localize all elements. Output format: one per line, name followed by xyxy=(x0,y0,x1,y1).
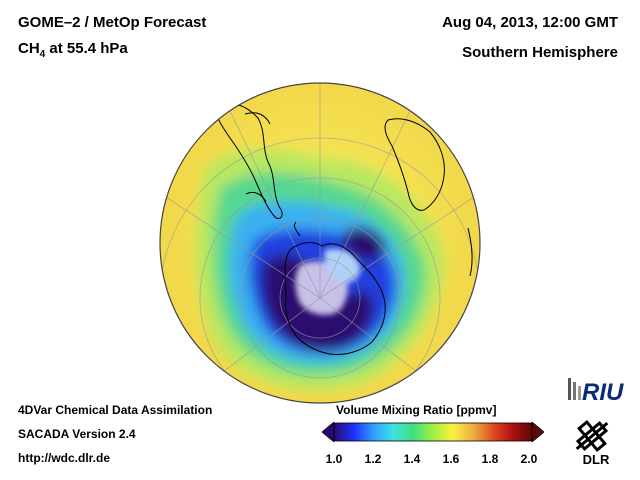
tick-label: 1.8 xyxy=(481,452,499,466)
version-label: SACADA Version 2.4 xyxy=(18,427,136,441)
assimilation-label: 4DVar Chemical Data Assimilation xyxy=(18,403,213,417)
tick-label: 1.2 xyxy=(364,452,382,466)
dlr-logo-text: DLR xyxy=(583,452,610,467)
tick-label: 1.0 xyxy=(325,452,343,466)
website-link[interactable]: http://wdc.dlr.de xyxy=(18,451,110,465)
species-title: CH4 at 55.4 hPa xyxy=(18,40,128,60)
product-title: GOME–2 / MetOp Forecast xyxy=(18,14,207,31)
dlr-logo: DLR xyxy=(575,419,610,467)
colorbar-low-arrow xyxy=(322,422,335,442)
tick-label: 1.6 xyxy=(442,452,460,466)
datetime-label: Aug 04, 2013, 12:00 GMT xyxy=(442,14,618,31)
graticule xyxy=(160,83,480,403)
pressure-level: at 55.4 hPa xyxy=(45,40,128,57)
tick-label: 1.4 xyxy=(403,452,421,466)
coastlines xyxy=(216,103,473,355)
species-subscript: 4 xyxy=(39,49,46,60)
hemisphere-label: Southern Hemisphere xyxy=(462,44,618,61)
riu-logo: RIU xyxy=(568,378,624,406)
colorbar xyxy=(322,422,544,442)
species-name: CH xyxy=(18,40,40,57)
globe-outline xyxy=(159,82,481,404)
tick-label: 2.0 xyxy=(520,452,538,466)
colorbar-title: Volume Mixing Ratio [ppmv] xyxy=(336,403,497,417)
riu-logo-text: RIU xyxy=(582,379,624,406)
colorbar-gradient xyxy=(333,422,533,442)
colorbar-high-arrow xyxy=(531,422,544,442)
concentration-field xyxy=(160,83,480,403)
